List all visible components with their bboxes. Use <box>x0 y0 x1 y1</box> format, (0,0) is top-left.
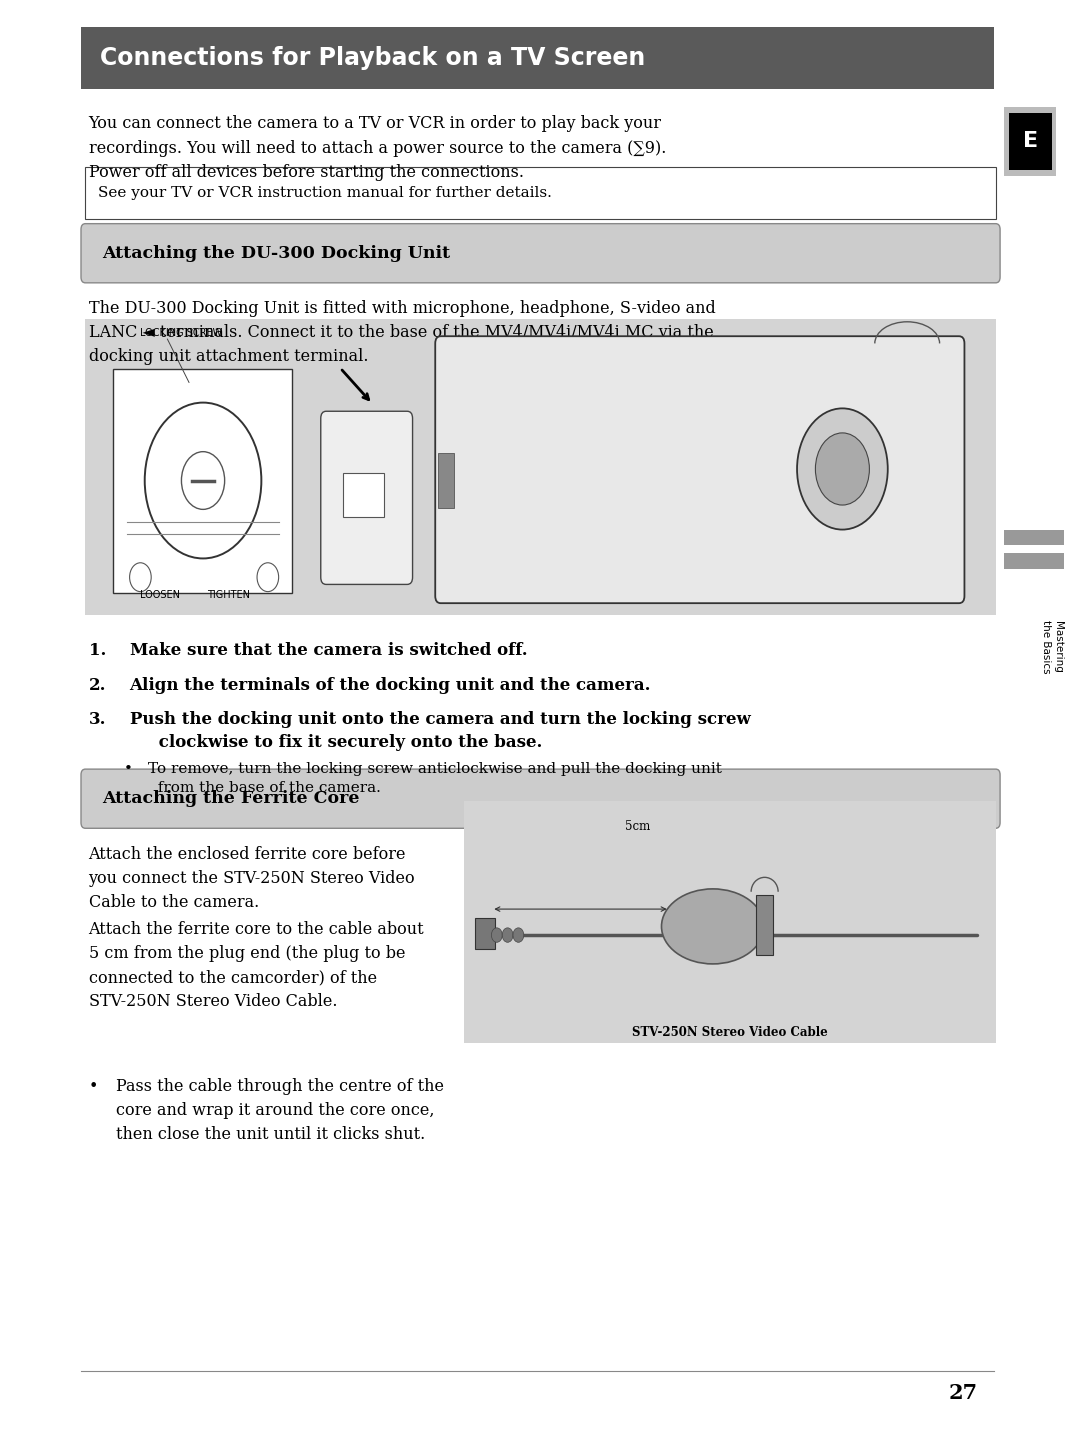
Bar <box>85 167 996 219</box>
FancyBboxPatch shape <box>81 224 1000 283</box>
FancyBboxPatch shape <box>81 769 1000 828</box>
Bar <box>113 369 292 593</box>
Circle shape <box>797 408 888 530</box>
Text: Pass the cable through the centre of the
core and wrap it around the core once,
: Pass the cable through the centre of the… <box>116 1078 444 1143</box>
Text: LOOSEN: LOOSEN <box>139 590 180 600</box>
Bar <box>1004 107 1056 176</box>
Text: 3.: 3. <box>89 711 106 729</box>
Text: •: • <box>89 1078 98 1095</box>
Bar <box>1004 530 1064 545</box>
Text: Attach the ferrite core to the cable about
5 cm from the plug end (the plug to b: Attach the ferrite core to the cable abo… <box>89 921 424 1010</box>
FancyBboxPatch shape <box>435 336 964 603</box>
Text: You can connect the camera to a TV or VCR in order to play back your
recordings.: You can connect the camera to a TV or VC… <box>89 115 666 180</box>
Text: Align the terminals of the docking unit and the camera.: Align the terminals of the docking unit … <box>130 677 651 694</box>
Text: LOCKING SCREW: LOCKING SCREW <box>140 328 222 338</box>
Bar <box>1004 553 1064 569</box>
FancyBboxPatch shape <box>321 411 413 584</box>
Bar <box>475 918 495 949</box>
Text: The DU-300 Docking Unit is fitted with microphone, headphone, S-video and
LANC ◄: The DU-300 Docking Unit is fitted with m… <box>89 300 715 365</box>
Bar <box>85 319 996 615</box>
Text: Mastering
the Basics: Mastering the Basics <box>1041 620 1063 674</box>
Text: See your TV or VCR instruction manual for further details.: See your TV or VCR instruction manual fo… <box>98 186 552 201</box>
Text: Attach the enclosed ferrite core before
you connect the STV-250N Stereo Video
Ca: Attach the enclosed ferrite core before … <box>89 846 415 911</box>
Text: TIGHTEN: TIGHTEN <box>207 590 251 600</box>
Text: E: E <box>1023 131 1038 152</box>
Bar <box>343 473 384 517</box>
Text: 5cm: 5cm <box>624 820 650 833</box>
Text: •: • <box>124 762 133 776</box>
Text: Attaching the Ferrite Core: Attaching the Ferrite Core <box>103 791 360 807</box>
Circle shape <box>491 928 502 942</box>
Circle shape <box>513 928 524 942</box>
Text: STV-250N Stereo Video Cable: STV-250N Stereo Video Cable <box>632 1026 828 1039</box>
Text: To remove, turn the locking screw anticlockwise and pull the docking unit
  from: To remove, turn the locking screw anticl… <box>148 762 721 795</box>
Bar <box>756 895 773 955</box>
Text: Push the docking unit onto the camera and turn the locking screw
     clockwise : Push the docking unit onto the camera an… <box>130 711 751 752</box>
Text: 2.: 2. <box>89 677 106 694</box>
Bar <box>1009 113 1052 170</box>
Circle shape <box>502 928 513 942</box>
Text: Make sure that the camera is switched off.: Make sure that the camera is switched of… <box>130 642 527 659</box>
Bar <box>464 801 996 1043</box>
Text: 27: 27 <box>948 1382 977 1403</box>
Circle shape <box>815 433 869 505</box>
Bar <box>438 453 454 508</box>
Text: 1.: 1. <box>89 642 106 659</box>
Ellipse shape <box>661 889 765 964</box>
Text: Attaching the DU-300 Docking Unit: Attaching the DU-300 Docking Unit <box>103 245 450 261</box>
Bar <box>81 27 994 89</box>
Text: Connections for Playback on a TV Screen: Connections for Playback on a TV Screen <box>100 46 646 71</box>
